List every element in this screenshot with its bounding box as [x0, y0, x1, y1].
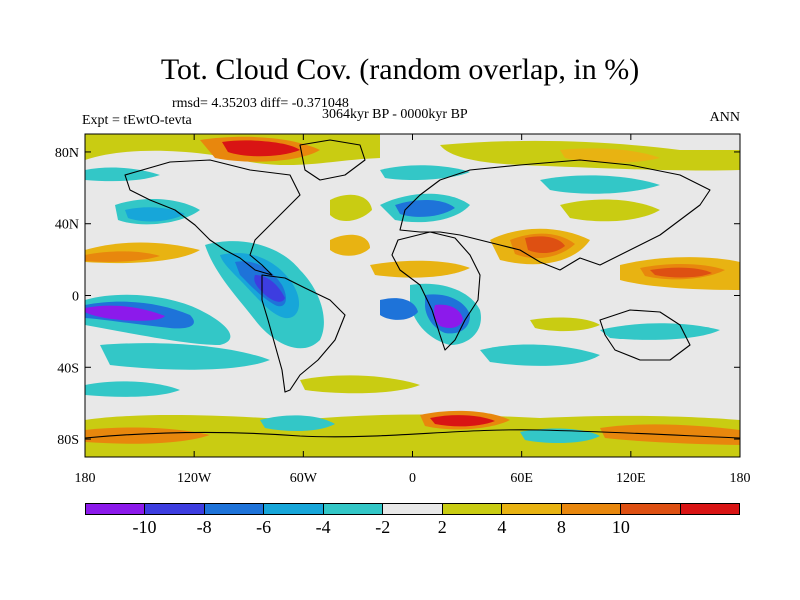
lon-tick-label: 60W	[290, 471, 318, 486]
colorbar-swatch	[442, 504, 503, 514]
colorbar-swatch	[204, 504, 265, 514]
colorbar-swatch	[86, 504, 146, 514]
colorbar-label: -2	[375, 517, 391, 537]
colorbar-label: -6	[256, 517, 272, 537]
colorbar-label: 2	[437, 517, 447, 537]
colorbar-label: 4	[497, 517, 507, 537]
lon-tick-label: 0	[409, 471, 416, 486]
colorbar-swatch	[264, 504, 324, 514]
colorbar-label: 10	[611, 517, 630, 537]
colorbar-label: 8	[556, 517, 566, 537]
colorbar-swatch	[621, 504, 681, 514]
chart-title: Tot. Cloud Cov. (random overlap, in %)	[160, 53, 640, 86]
colorbar-swatch	[680, 504, 739, 514]
lat-tick-label: 0	[72, 290, 79, 305]
colorbar-swatch	[145, 504, 205, 514]
lat-tick-label: 80N	[55, 146, 79, 161]
lon-tick-label: 60E	[510, 471, 533, 486]
coastlines	[85, 139, 740, 439]
lon-tick-label: 120W	[177, 471, 212, 486]
colorbar-swatch	[561, 504, 622, 514]
colorbar-swatch	[383, 504, 443, 514]
lon-tick-label: 180	[75, 471, 96, 486]
lon-tick-label: 180	[730, 471, 751, 486]
latitude-axis: 80N 40N 0 40S 80S	[55, 146, 740, 448]
lon-tick-label: 120E	[616, 471, 646, 486]
colorbar-label: -10	[132, 517, 157, 537]
period-label: 3064kyr BP - 0000kyr BP	[322, 107, 468, 122]
colorbar-label: -8	[196, 517, 212, 537]
longitude-axis: 180 120W 60W 0 60E 120E 180	[75, 134, 751, 486]
colorbar-swatch	[323, 504, 384, 514]
colorbar	[85, 503, 740, 515]
experiment-label: Expt = tEwtO-tevta	[82, 113, 192, 128]
lat-tick-label: 40S	[57, 361, 79, 376]
season-label: ANN	[709, 110, 740, 125]
colorbar-swatch	[502, 504, 562, 514]
stats-label: rmsd= 4.35203 diff= -0.371048	[172, 96, 349, 111]
anomaly-fields	[85, 134, 740, 457]
colorbar-label: -4	[315, 517, 331, 537]
lat-tick-label: 40N	[55, 218, 79, 233]
lat-tick-label: 80S	[57, 433, 79, 448]
